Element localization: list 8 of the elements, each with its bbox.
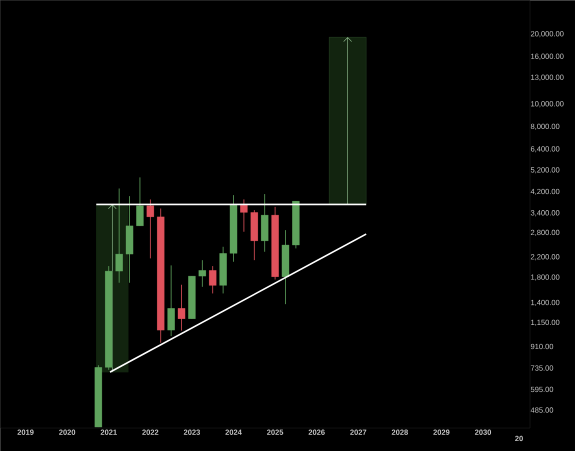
candlestick bbox=[136, 177, 144, 226]
candlestick bbox=[209, 266, 216, 294]
candlestick bbox=[240, 199, 248, 232]
candlestick bbox=[115, 188, 123, 284]
candlestick bbox=[167, 264, 175, 336]
candlestick bbox=[198, 260, 206, 288]
candlestick bbox=[146, 199, 154, 259]
candlestick bbox=[178, 284, 186, 332]
